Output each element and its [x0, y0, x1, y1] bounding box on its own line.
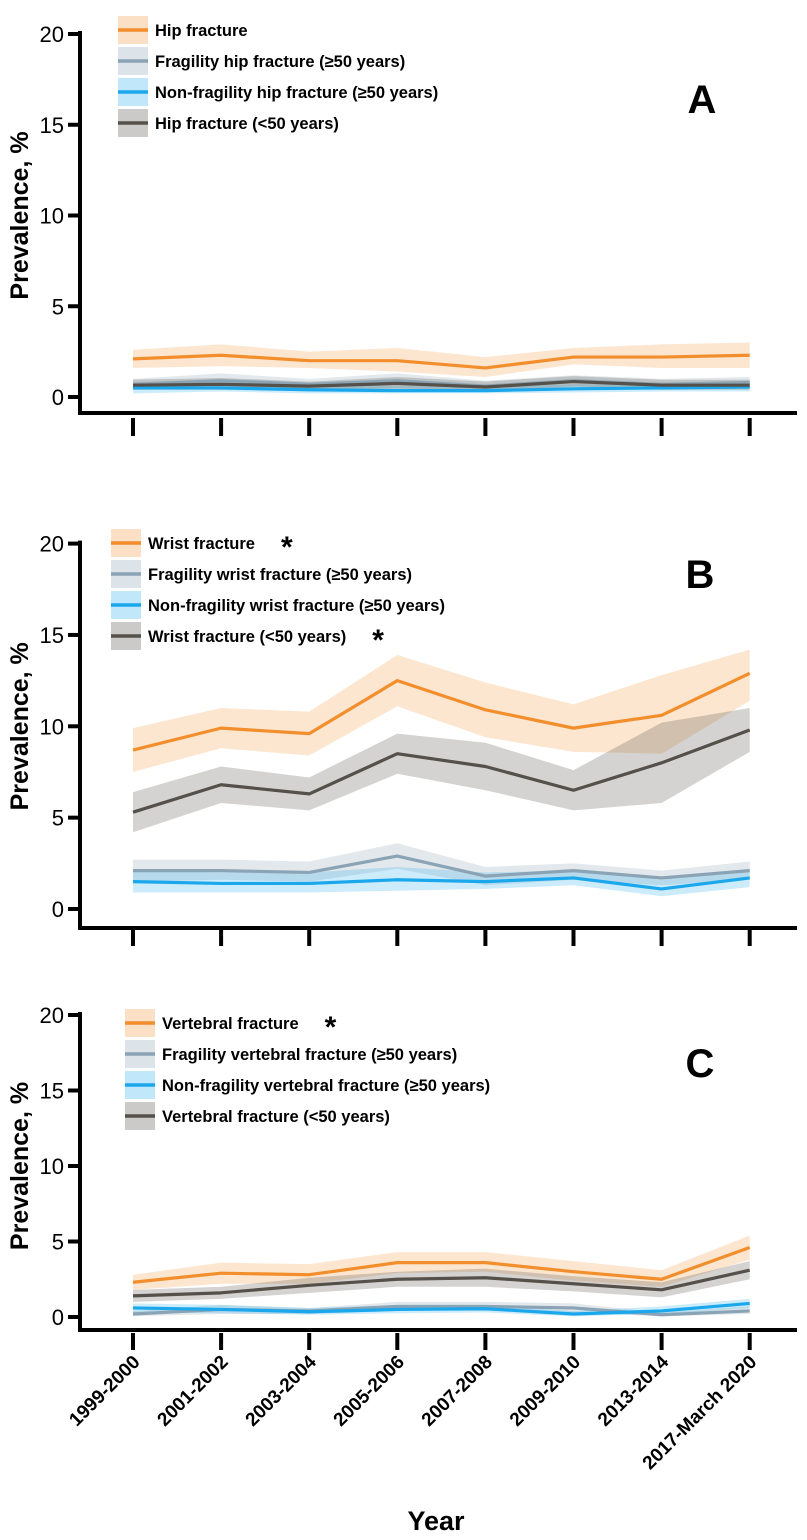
x-axis: 1999-2000 2001-2002 2003-2004 2005-2006 2007… — [65, 1351, 761, 1474]
legend-label: Vertebral fracture — [162, 1015, 299, 1033]
y-tick-label: 20 — [40, 532, 64, 557]
ci-band-fragility-wrist-fracture-ge50-years — [133, 843, 750, 886]
legend-label: Vertebral fracture (<50 years) — [162, 1108, 390, 1126]
series-line-wrist-fracture-lt50-years — [132, 728, 751, 814]
x-tick-label: 2001-2002 — [154, 1352, 233, 1431]
y-tick-label: 5 — [52, 1230, 64, 1255]
series-line-fragility-wrist-fracture-ge50-years — [133, 854, 750, 880]
legend-label: Non-fragility wrist fracture (≥50 years) — [148, 597, 445, 615]
y-tick-label: 0 — [52, 385, 64, 410]
series-line-non-fragility-hip-fracture-ge50-years — [133, 385, 750, 393]
y-tick-label: 0 — [52, 897, 64, 922]
y-tick-label: 15 — [40, 1079, 64, 1104]
series-line-hip-fracture-lt50-years — [132, 379, 750, 389]
y-axis-title: Prevalence, % — [6, 131, 34, 299]
series-line-hip-fracture — [132, 353, 750, 370]
y-tick-label: 5 — [52, 294, 64, 319]
series-line-non-fragility-wrist-fracture-ge50-years — [132, 876, 750, 891]
y-tick-label: 5 — [52, 806, 64, 831]
x-axis-title: Year — [407, 1506, 465, 1536]
legend-label: Hip fracture — [155, 22, 248, 40]
panel-label: A — [688, 78, 717, 122]
panel-label: C — [686, 1042, 715, 1086]
x-tick-label: 2007-2008 — [418, 1352, 497, 1431]
significance-star: * — [372, 624, 384, 657]
legend-label: Non-fragility vertebral fracture (≥50 ye… — [162, 1077, 490, 1095]
legend-label: Hip fracture (<50 years) — [155, 115, 339, 133]
panel-label: B — [686, 553, 715, 597]
y-tick-label: 20 — [40, 22, 64, 47]
x-tick-label: 1999-2000 — [65, 1352, 144, 1431]
legend-label: Wrist fracture (<50 years) — [148, 628, 346, 646]
y-axis-title: Prevalence, % — [6, 1082, 34, 1250]
chart-panel-c: 0 5 10 15 20 Prevalence, % C Vertebral fracture… — [6, 1003, 797, 1350]
legend-label: Fragility wrist fracture (≥50 years) — [148, 566, 412, 584]
legend-label: Fragility vertebral fracture (≥50 years) — [162, 1046, 457, 1064]
y-tick-label: 10 — [40, 204, 64, 229]
ci-band-wrist-fracture-lt50-years — [133, 708, 750, 833]
significance-star: * — [281, 531, 293, 564]
ci-band-wrist-fracture — [133, 649, 750, 772]
y-tick-label: 10 — [40, 714, 64, 739]
legend-label: Fragility hip fracture (≥50 years) — [155, 53, 405, 71]
x-tick-label: 2003-2004 — [242, 1351, 321, 1430]
y-axis-title: Prevalence, % — [6, 642, 34, 810]
legend: Vertebral fracture * Fragility vertebral f… — [125, 1009, 490, 1130]
series-line-vertebral-fracture — [132, 1246, 751, 1284]
ci-band-vertebral-fracture-lt50-years — [133, 1261, 750, 1302]
series-line-wrist-fracture — [132, 671, 751, 752]
y-tick-label: 0 — [52, 1305, 64, 1330]
y-tick-label: 15 — [40, 623, 64, 648]
y-tick-label: 20 — [40, 1003, 64, 1028]
legend: Hip fracture Fragility hip fracture (≥50 … — [118, 16, 438, 137]
ci-band-hip-fracture — [133, 342, 750, 378]
legend-label: Non-fragility hip fracture (≥50 years) — [155, 84, 438, 102]
x-tick-label: 2005-2006 — [330, 1352, 409, 1431]
chart-panel-a: 0 5 10 15 20 Prevalence, % A Hip fracture Fragil… — [6, 16, 797, 436]
x-tick-label: 2013-2014 — [594, 1351, 673, 1430]
legend: Wrist fracture * Fragility wrist fracture … — [111, 529, 445, 657]
chart-panel-b: 0 5 10 15 20 Prevalence, % B Wrist fracture * Fra… — [6, 529, 797, 946]
y-tick-label: 10 — [40, 1154, 64, 1179]
series-line-non-fragility-vertebral-fracture-ge50-years — [132, 1301, 750, 1316]
series-line-vertebral-fracture-lt50-years — [132, 1268, 751, 1298]
significance-star: * — [325, 1011, 337, 1044]
legend-label: Wrist fracture — [148, 535, 255, 553]
x-tick-label: 2009-2010 — [506, 1352, 585, 1431]
y-tick-label: 15 — [40, 113, 64, 138]
